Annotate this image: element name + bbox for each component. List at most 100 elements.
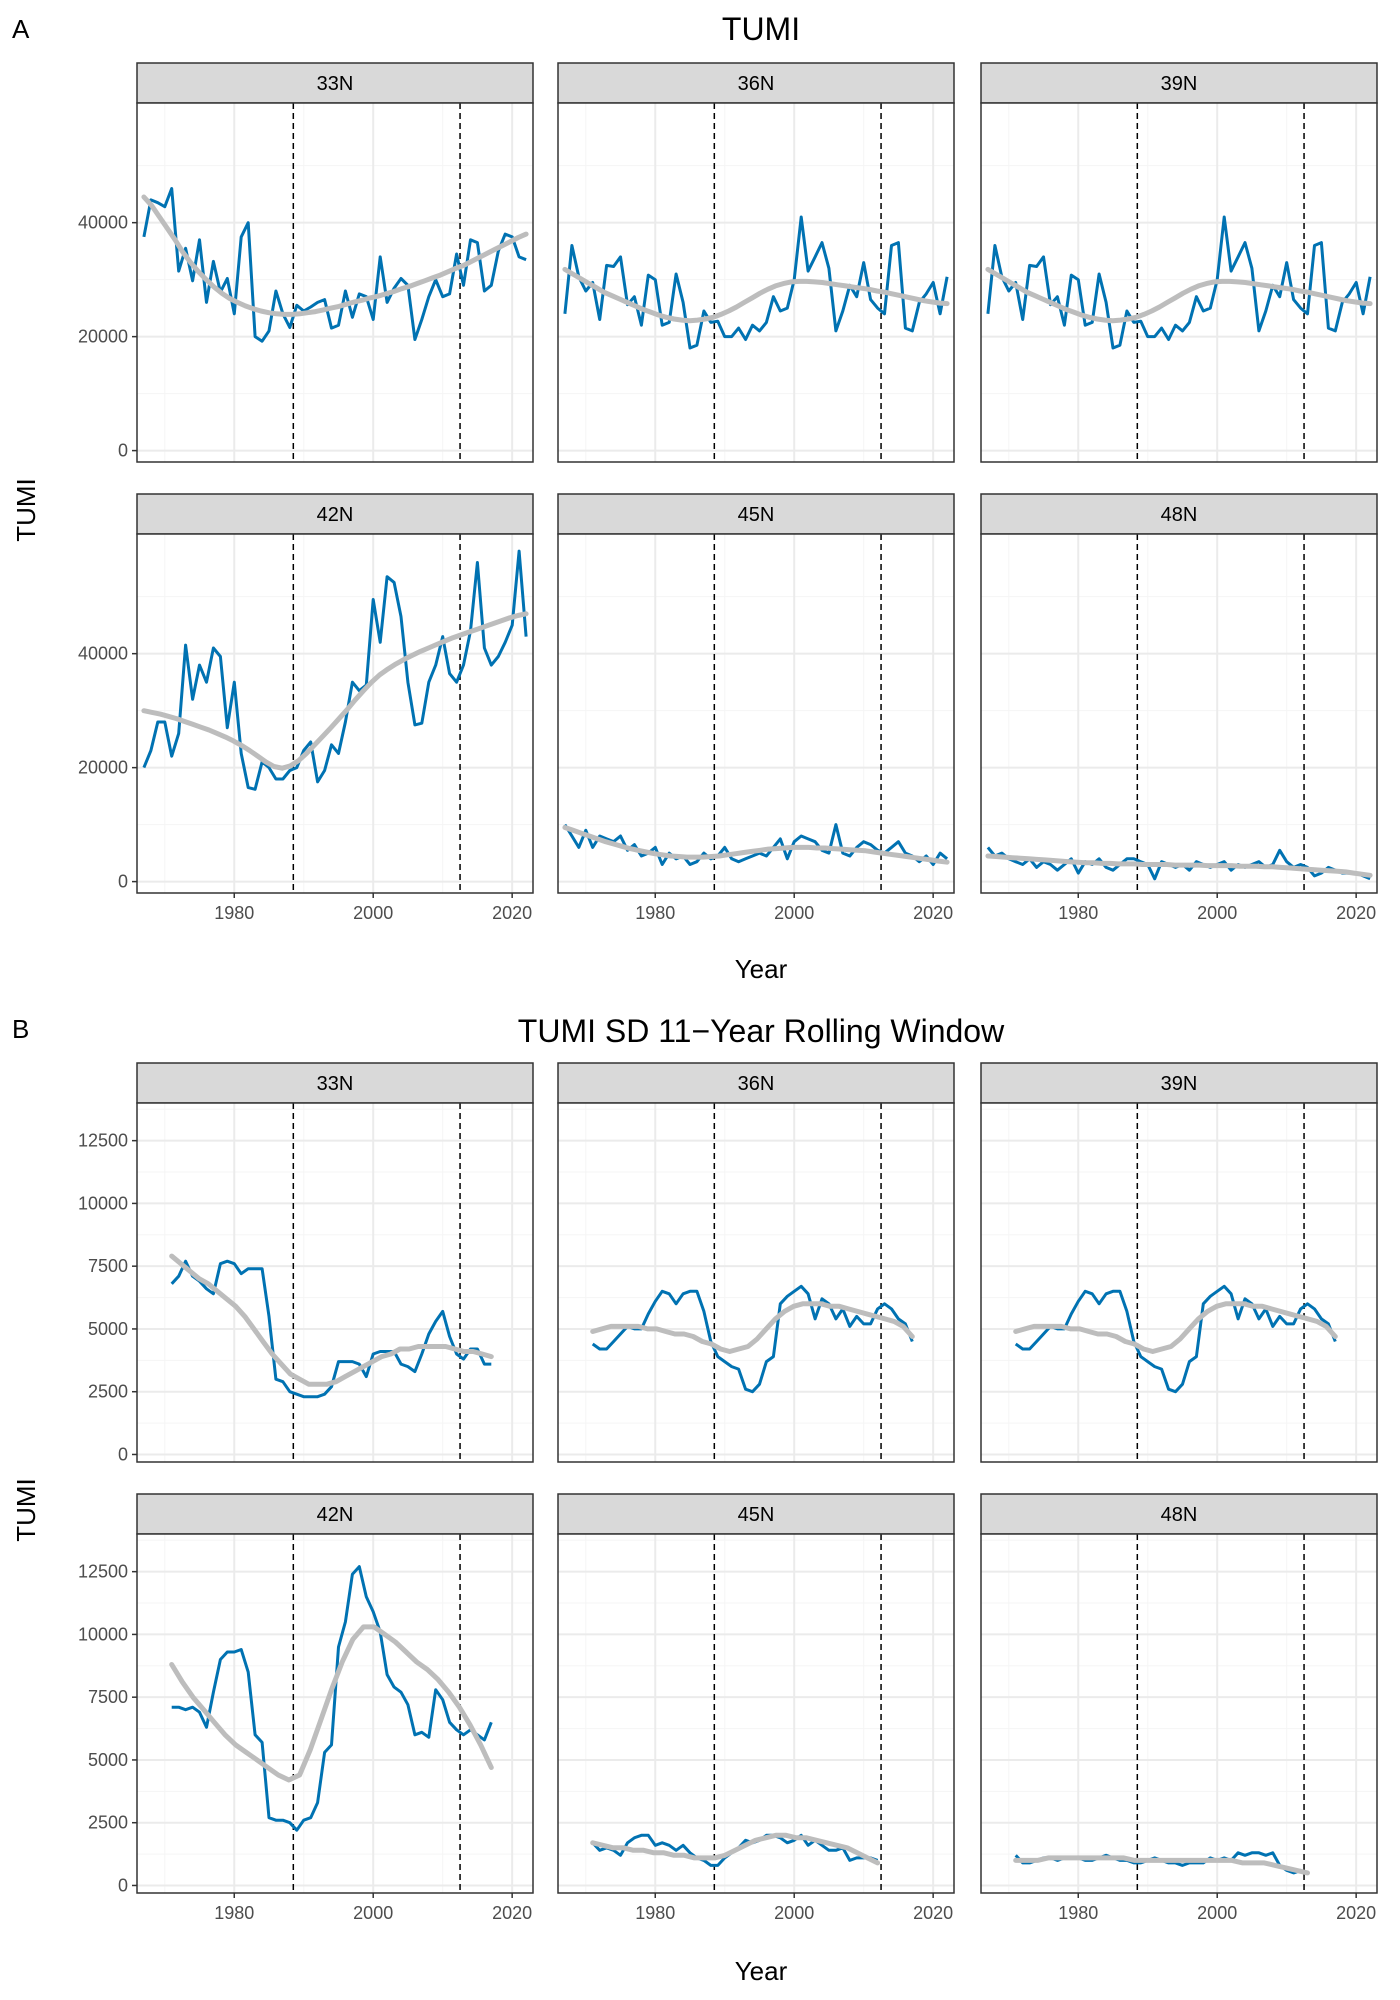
facet-strip	[136, 1493, 534, 1535]
y-tick-label: 20000	[78, 758, 128, 778]
panel-frame	[136, 533, 534, 894]
y-tick-label: 40000	[78, 644, 128, 664]
x-tick-label: 2020	[913, 1903, 953, 1923]
plot-background	[558, 1534, 954, 1893]
plot-background	[981, 1103, 1377, 1462]
x-tick-label: 2000	[774, 903, 814, 923]
plot-background	[137, 1103, 533, 1462]
plot-background	[981, 1534, 1377, 1893]
x-tick-label: 1980	[635, 903, 675, 923]
facet-strip-label: 39N	[1161, 73, 1198, 95]
series-line-smooth	[590, 1301, 915, 1354]
facet-strip	[557, 1493, 955, 1535]
facet-strip-label: 48N	[1161, 1504, 1198, 1526]
facet-strip-label: 42N	[317, 1504, 354, 1526]
x-tick-label: 2020	[1336, 1903, 1376, 1923]
y-tick-label: 40000	[78, 213, 128, 233]
facet-strip-label: 36N	[738, 1073, 775, 1095]
y-axis-title-b: TUMI	[11, 1478, 41, 1542]
y-tick-label: 12500	[78, 1562, 128, 1582]
x-tick-label: 2020	[913, 903, 953, 923]
facet-panel: 42N 0 2500 5000 7500 10000 12500 1980 2000 2020	[78, 1493, 534, 1923]
facet-panel: 45N 1980 2000 2020	[557, 493, 955, 923]
panel-letter-b: B	[12, 1014, 29, 1044]
facet-strip-label: 45N	[738, 1504, 775, 1526]
facet-strip-label: 45N	[738, 504, 775, 526]
plot-background	[981, 534, 1377, 893]
panel-frame	[980, 1102, 1378, 1463]
plot-background	[137, 103, 533, 462]
facet-panel: 48N 1980 2000 2020	[980, 1493, 1378, 1923]
chart-section-b: B TUMI SD 11−Year Rolling Window TUMI Ye…	[11, 1013, 1378, 1986]
series-line-observed	[1014, 1284, 1337, 1394]
x-tick-label: 1980	[1058, 903, 1098, 923]
chart-title-a: TUMI	[722, 11, 800, 47]
series-line-smooth	[562, 266, 950, 324]
facet-grid-a: 33N 0 20000 40000 36N 39N 42N 0 20000 40000 1980 20…	[78, 62, 1378, 923]
panel-frame	[980, 1533, 1378, 1894]
facet-strip	[980, 493, 1378, 535]
panel-letter-a: A	[12, 14, 30, 44]
facet-strip-label: 33N	[317, 73, 354, 95]
y-tick-label: 7500	[88, 1687, 128, 1707]
facet-panel: 33N 0 20000 40000	[78, 62, 534, 463]
facet-strip	[136, 1062, 534, 1104]
facet-panel: 39N	[980, 62, 1378, 463]
y-tick-label: 0	[118, 441, 128, 461]
x-tick-label: 1980	[1058, 1903, 1098, 1923]
panel-frame	[980, 102, 1378, 463]
chart-title-b: TUMI SD 11−Year Rolling Window	[518, 1013, 1005, 1049]
panel-frame	[980, 533, 1378, 894]
facet-strip-label: 48N	[1161, 504, 1198, 526]
facet-strip	[557, 1062, 955, 1104]
plot-background	[137, 534, 533, 893]
facet-panel: 45N 1980 2000 2020	[557, 1493, 955, 1923]
facet-strip	[136, 62, 534, 104]
y-tick-label: 0	[118, 1444, 128, 1464]
facet-strip-label: 36N	[738, 73, 775, 95]
series-line-observed	[591, 1284, 914, 1394]
facet-strip	[980, 62, 1378, 104]
series-line-observed	[142, 187, 527, 343]
x-tick-label: 2020	[492, 903, 532, 923]
facet-panel: 36N	[557, 62, 955, 463]
series-line-smooth	[985, 853, 1373, 878]
x-tick-label: 2000	[774, 1903, 814, 1923]
panel-frame	[136, 1102, 534, 1463]
facet-panel: 39N	[980, 1062, 1378, 1463]
series-line-smooth	[141, 611, 529, 771]
series-line-smooth	[1013, 1301, 1338, 1354]
panel-frame	[557, 102, 955, 463]
facet-strip-label: 42N	[317, 504, 354, 526]
series-line-observed	[171, 1565, 493, 1832]
y-tick-label: 0	[118, 872, 128, 892]
y-tick-label: 7500	[88, 1256, 128, 1276]
y-tick-label: 2500	[88, 1382, 128, 1402]
x-axis-title-a: Year	[735, 954, 788, 984]
series-line-observed	[170, 1259, 492, 1399]
x-tick-label: 1980	[214, 1903, 254, 1923]
facet-strip	[980, 1062, 1378, 1104]
facet-grid-b: 33N 0 2500 5000 7500 10000 12500 36N 39N 42N 0 2500…	[78, 1062, 1378, 1923]
panel-frame	[136, 102, 534, 463]
panel-frame	[557, 1533, 955, 1894]
series-line-smooth	[141, 194, 529, 317]
series-line-smooth	[1013, 1855, 1310, 1876]
facet-strip-label: 33N	[317, 1073, 354, 1095]
x-tick-label: 2000	[1197, 903, 1237, 923]
series-line-smooth	[169, 1253, 494, 1387]
facet-strip	[980, 1493, 1378, 1535]
plot-background	[558, 1103, 954, 1462]
series-line-smooth	[590, 1832, 881, 1866]
panel-frame	[557, 533, 955, 894]
y-tick-label: 5000	[88, 1319, 128, 1339]
plot-background	[558, 534, 954, 893]
y-tick-label: 2500	[88, 1813, 128, 1833]
facet-panel: 42N 0 20000 40000 1980 2000 2020	[78, 493, 534, 923]
y-tick-label: 10000	[78, 1624, 128, 1644]
panel-frame	[557, 1102, 955, 1463]
series-line-smooth	[562, 825, 950, 865]
x-tick-label: 2000	[1197, 1903, 1237, 1923]
x-tick-label: 1980	[214, 903, 254, 923]
